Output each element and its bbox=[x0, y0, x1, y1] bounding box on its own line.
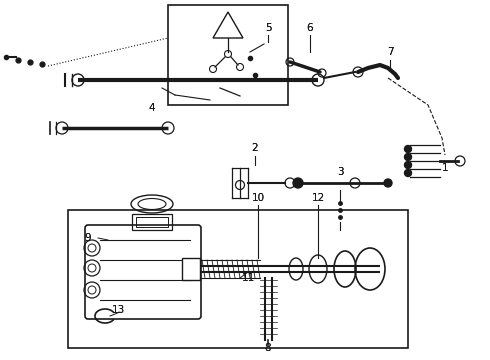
Text: 8: 8 bbox=[265, 343, 271, 353]
Bar bbox=[168, 5, 288, 105]
Circle shape bbox=[405, 145, 412, 153]
Bar bbox=[132, 214, 172, 230]
Text: 10: 10 bbox=[251, 193, 265, 203]
Text: 5: 5 bbox=[265, 23, 271, 33]
Text: 9: 9 bbox=[85, 233, 91, 243]
Text: 6: 6 bbox=[307, 23, 313, 33]
Text: 1: 1 bbox=[441, 163, 448, 173]
Text: 3: 3 bbox=[337, 167, 343, 177]
Bar bbox=[136, 217, 168, 227]
Text: 2: 2 bbox=[252, 143, 258, 153]
Circle shape bbox=[405, 153, 412, 161]
Text: 13: 13 bbox=[111, 305, 124, 315]
Text: 7: 7 bbox=[387, 47, 393, 57]
Text: 3: 3 bbox=[337, 167, 343, 177]
Text: 5: 5 bbox=[265, 23, 271, 33]
Text: 11: 11 bbox=[242, 273, 255, 283]
Text: 11: 11 bbox=[242, 273, 255, 283]
Text: 10: 10 bbox=[251, 193, 265, 203]
Circle shape bbox=[405, 162, 412, 168]
Text: 8: 8 bbox=[265, 343, 271, 353]
FancyBboxPatch shape bbox=[85, 225, 201, 319]
Bar bbox=[182, 258, 200, 280]
Text: 4: 4 bbox=[148, 103, 155, 113]
Text: 6: 6 bbox=[307, 23, 313, 33]
Bar bbox=[68, 210, 408, 348]
Text: 12: 12 bbox=[311, 193, 325, 203]
Circle shape bbox=[405, 170, 412, 176]
Text: 13: 13 bbox=[111, 305, 124, 315]
Circle shape bbox=[384, 179, 392, 187]
Text: 4: 4 bbox=[148, 103, 155, 113]
Text: 7: 7 bbox=[387, 47, 393, 57]
Text: 1: 1 bbox=[441, 163, 448, 173]
Text: 2: 2 bbox=[252, 143, 258, 153]
Circle shape bbox=[293, 178, 303, 188]
Text: 12: 12 bbox=[311, 193, 325, 203]
Text: 9: 9 bbox=[85, 233, 91, 243]
